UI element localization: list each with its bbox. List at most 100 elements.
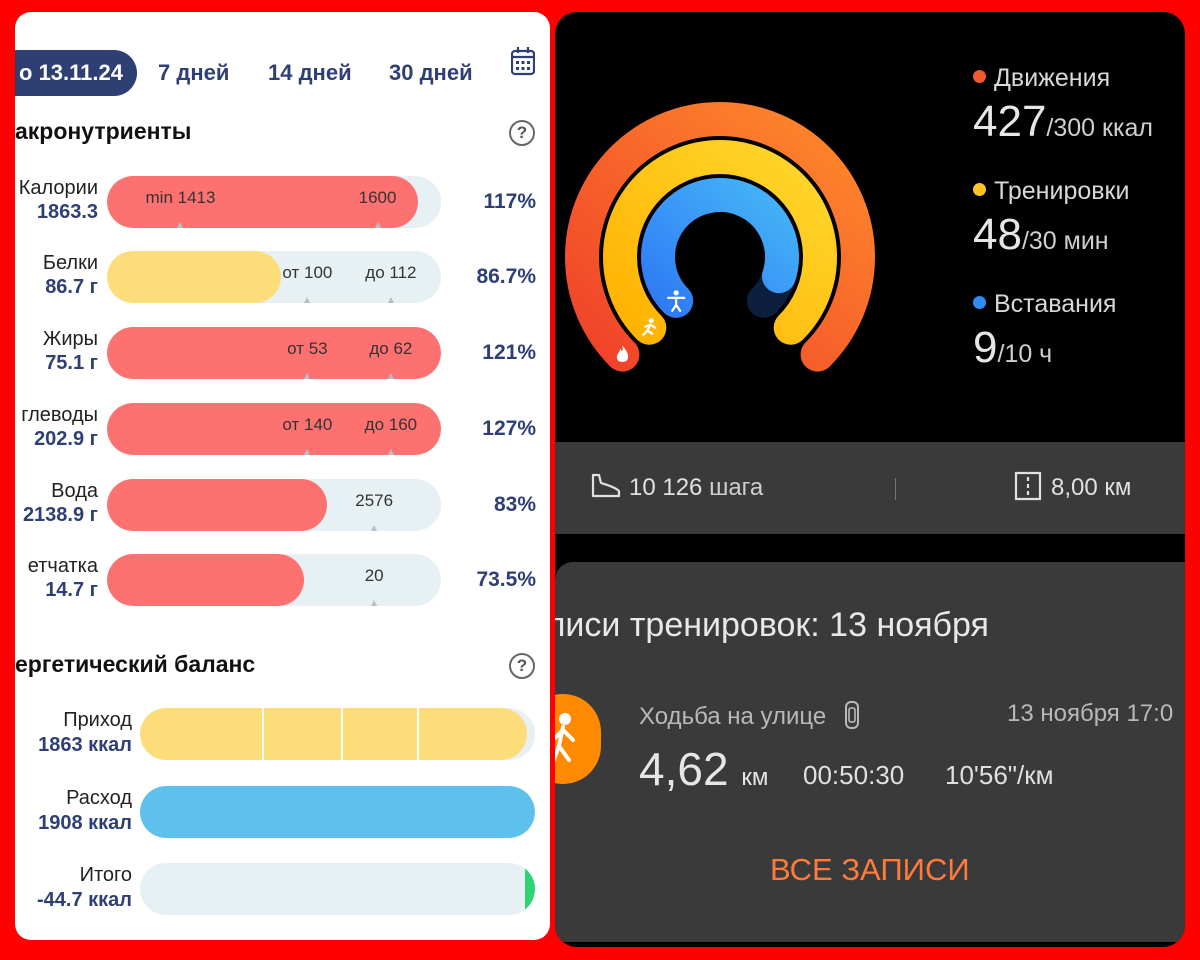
nutrient-row[interactable]: Вода 2138.9 г 2576 83% bbox=[15, 479, 550, 531]
nutrient-progress-track: min 1413 1600 bbox=[107, 176, 441, 228]
nutrient-name: Калории bbox=[18, 177, 98, 199]
nutrient-value: 86.7 г bbox=[45, 276, 98, 298]
nutrient-row[interactable]: Калории 1863.3 min 1413 1600 117% bbox=[15, 176, 550, 228]
activity-rings bbox=[565, 102, 875, 372]
balance-name: Итого bbox=[79, 864, 132, 886]
nutrient-target-tick bbox=[304, 449, 311, 455]
nutrient-row[interactable]: Жиры 75.1 г от 53 до 62 121% bbox=[15, 327, 550, 379]
nutrient-progress-track: 2576 bbox=[107, 479, 441, 531]
nutrient-target-label: от 100 bbox=[282, 263, 333, 282]
balance-row[interactable]: Приход 1863 ккал bbox=[15, 708, 550, 760]
nutrient-target-tick bbox=[371, 525, 378, 531]
nutrient-progress-fill bbox=[107, 403, 441, 455]
metric-move: Движения 427/300 ккал bbox=[973, 64, 1153, 147]
nutrient-row[interactable]: глеводы 202.9 г от 140 до 160 127% bbox=[15, 403, 550, 455]
nutrient-value: 2138.9 г bbox=[22, 504, 98, 526]
nutrient-progress-track: от 100 до 112 bbox=[107, 251, 441, 303]
metric-move-value: 427 bbox=[973, 97, 1047, 146]
macronutrients-title: акронутриенты bbox=[15, 118, 192, 144]
workout-name: Ходьба на улице bbox=[639, 703, 827, 730]
metric-stand-value: 9 bbox=[973, 323, 998, 372]
band-device-icon bbox=[844, 701, 859, 729]
all-records-button[interactable]: ВСЕ ЗАПИСИ bbox=[770, 852, 970, 887]
period-tabs: о 13.11.24 7 дней 14 дней 30 дней bbox=[15, 50, 550, 96]
workout-records-title: писи тренировок: 13 ноября bbox=[555, 606, 989, 644]
workout-item[interactable]: Ходьба на улице bbox=[639, 700, 861, 731]
nutrient-row[interactable]: Белки 86.7 г от 100 до 112 86.7% bbox=[15, 251, 550, 303]
metric-stand-goal: /10 ч bbox=[997, 340, 1053, 368]
nutrient-label: Вода 2138.9 г bbox=[23, 479, 98, 527]
nutrient-name: Белки bbox=[42, 252, 98, 274]
nutrient-percent: 117% bbox=[483, 190, 536, 213]
nutrient-progress-track: 20 bbox=[107, 554, 441, 606]
workout-distance-unit: км bbox=[741, 764, 769, 791]
macro-help-icon[interactable]: ? bbox=[509, 120, 535, 146]
nutrient-target-label: до 112 bbox=[365, 263, 417, 282]
nutrient-target-tick bbox=[304, 373, 311, 379]
tab-today[interactable]: о 13.11.24 bbox=[15, 50, 137, 96]
nutrient-label: Белки 86.7 г bbox=[43, 251, 98, 299]
distance-unit: км bbox=[1104, 474, 1132, 501]
balance-value: -44.7 ккал bbox=[37, 889, 132, 911]
nutrient-name: етчатка bbox=[27, 555, 98, 577]
nutrient-progress-fill bbox=[107, 479, 328, 531]
nutrient-percent: 121% bbox=[482, 341, 536, 364]
nutrient-label: етчатка 14.7 г bbox=[28, 554, 98, 602]
balance-label: Итого -44.7 ккал bbox=[37, 863, 132, 913]
workout-duration: 00:50:30 bbox=[803, 760, 905, 790]
metric-exercise: Тренировки 48/30 мин bbox=[973, 177, 1129, 260]
balance-help-icon[interactable]: ? bbox=[509, 653, 535, 679]
balance-progress-track bbox=[140, 863, 535, 915]
balance-net-marker bbox=[525, 867, 535, 911]
nutrient-label: Калории 1863.3 bbox=[19, 176, 98, 224]
metric-exercise-value: 48 bbox=[973, 210, 1022, 259]
divider bbox=[895, 478, 896, 500]
tab-7-days[interactable]: 7 дней bbox=[158, 60, 230, 85]
nutrient-progress-fill bbox=[107, 327, 441, 379]
nutrient-progress-track: от 53 до 62 bbox=[107, 327, 441, 379]
metric-move-label: Движения bbox=[994, 64, 1111, 92]
nutrient-target-label: от 140 bbox=[282, 415, 333, 434]
nutrient-percent: 83% bbox=[493, 493, 536, 516]
move-ring bbox=[565, 102, 875, 372]
energy-balance-title: ергетический баланс bbox=[15, 651, 256, 677]
workout-pace: 10'56"/км bbox=[945, 760, 1054, 790]
exercise-ring bbox=[603, 140, 837, 345]
nutrient-target-label: 1600 bbox=[358, 188, 397, 207]
running-icon bbox=[642, 318, 657, 336]
fire-icon bbox=[616, 345, 629, 362]
balance-label: Приход 1863 ккал bbox=[38, 708, 132, 758]
metric-exercise-goal: /30 мин bbox=[1021, 227, 1109, 255]
nutrient-target-tick bbox=[304, 297, 311, 303]
balance-segment-divider bbox=[416, 708, 419, 760]
nutrient-target-tick bbox=[371, 600, 378, 606]
balance-row[interactable]: Итого -44.7 ккал bbox=[15, 863, 550, 915]
balance-progress-track bbox=[140, 708, 535, 760]
nutrient-row[interactable]: етчатка 14.7 г 20 73.5% bbox=[15, 554, 550, 606]
steps-value: 10 126 bbox=[629, 474, 703, 501]
nutrient-value: 75.1 г bbox=[45, 352, 98, 374]
nutrient-name: Жиры bbox=[42, 328, 98, 350]
nutrient-percent: 86.7% bbox=[476, 265, 536, 288]
nutrition-panel: о 13.11.24 7 дней 14 дней 30 дней акрону… bbox=[15, 12, 550, 940]
balance-name: Расход bbox=[66, 787, 132, 809]
balance-row[interactable]: Расход 1908 ккал bbox=[15, 786, 550, 838]
nutrient-progress-fill bbox=[107, 251, 281, 303]
calendar-icon[interactable] bbox=[511, 46, 535, 76]
tab-14-days[interactable]: 14 дней bbox=[268, 60, 352, 85]
steps-summary: 10 126 шага bbox=[589, 442, 763, 534]
steps-unit: шага bbox=[709, 474, 764, 501]
exercise-dot-icon bbox=[973, 183, 986, 196]
nutrient-target-tick bbox=[177, 222, 184, 228]
tab-30-days[interactable]: 30 дней bbox=[389, 60, 473, 85]
nutrient-label: глеводы 202.9 г bbox=[21, 403, 98, 451]
nutrient-name: глеводы bbox=[21, 404, 98, 426]
metric-stand: Вставания 9/10 ч bbox=[973, 290, 1116, 373]
nutrient-percent: 127% bbox=[482, 417, 536, 440]
route-icon bbox=[1014, 471, 1042, 501]
metric-exercise-label: Тренировки bbox=[994, 177, 1130, 205]
steps-distance-bar[interactable]: 10 126 шага 8,00 км bbox=[555, 442, 1185, 534]
nutrient-target-label: 2576 bbox=[355, 491, 394, 510]
distance-value: 8,00 bbox=[1051, 474, 1098, 501]
metric-stand-label: Вставания bbox=[994, 290, 1117, 318]
